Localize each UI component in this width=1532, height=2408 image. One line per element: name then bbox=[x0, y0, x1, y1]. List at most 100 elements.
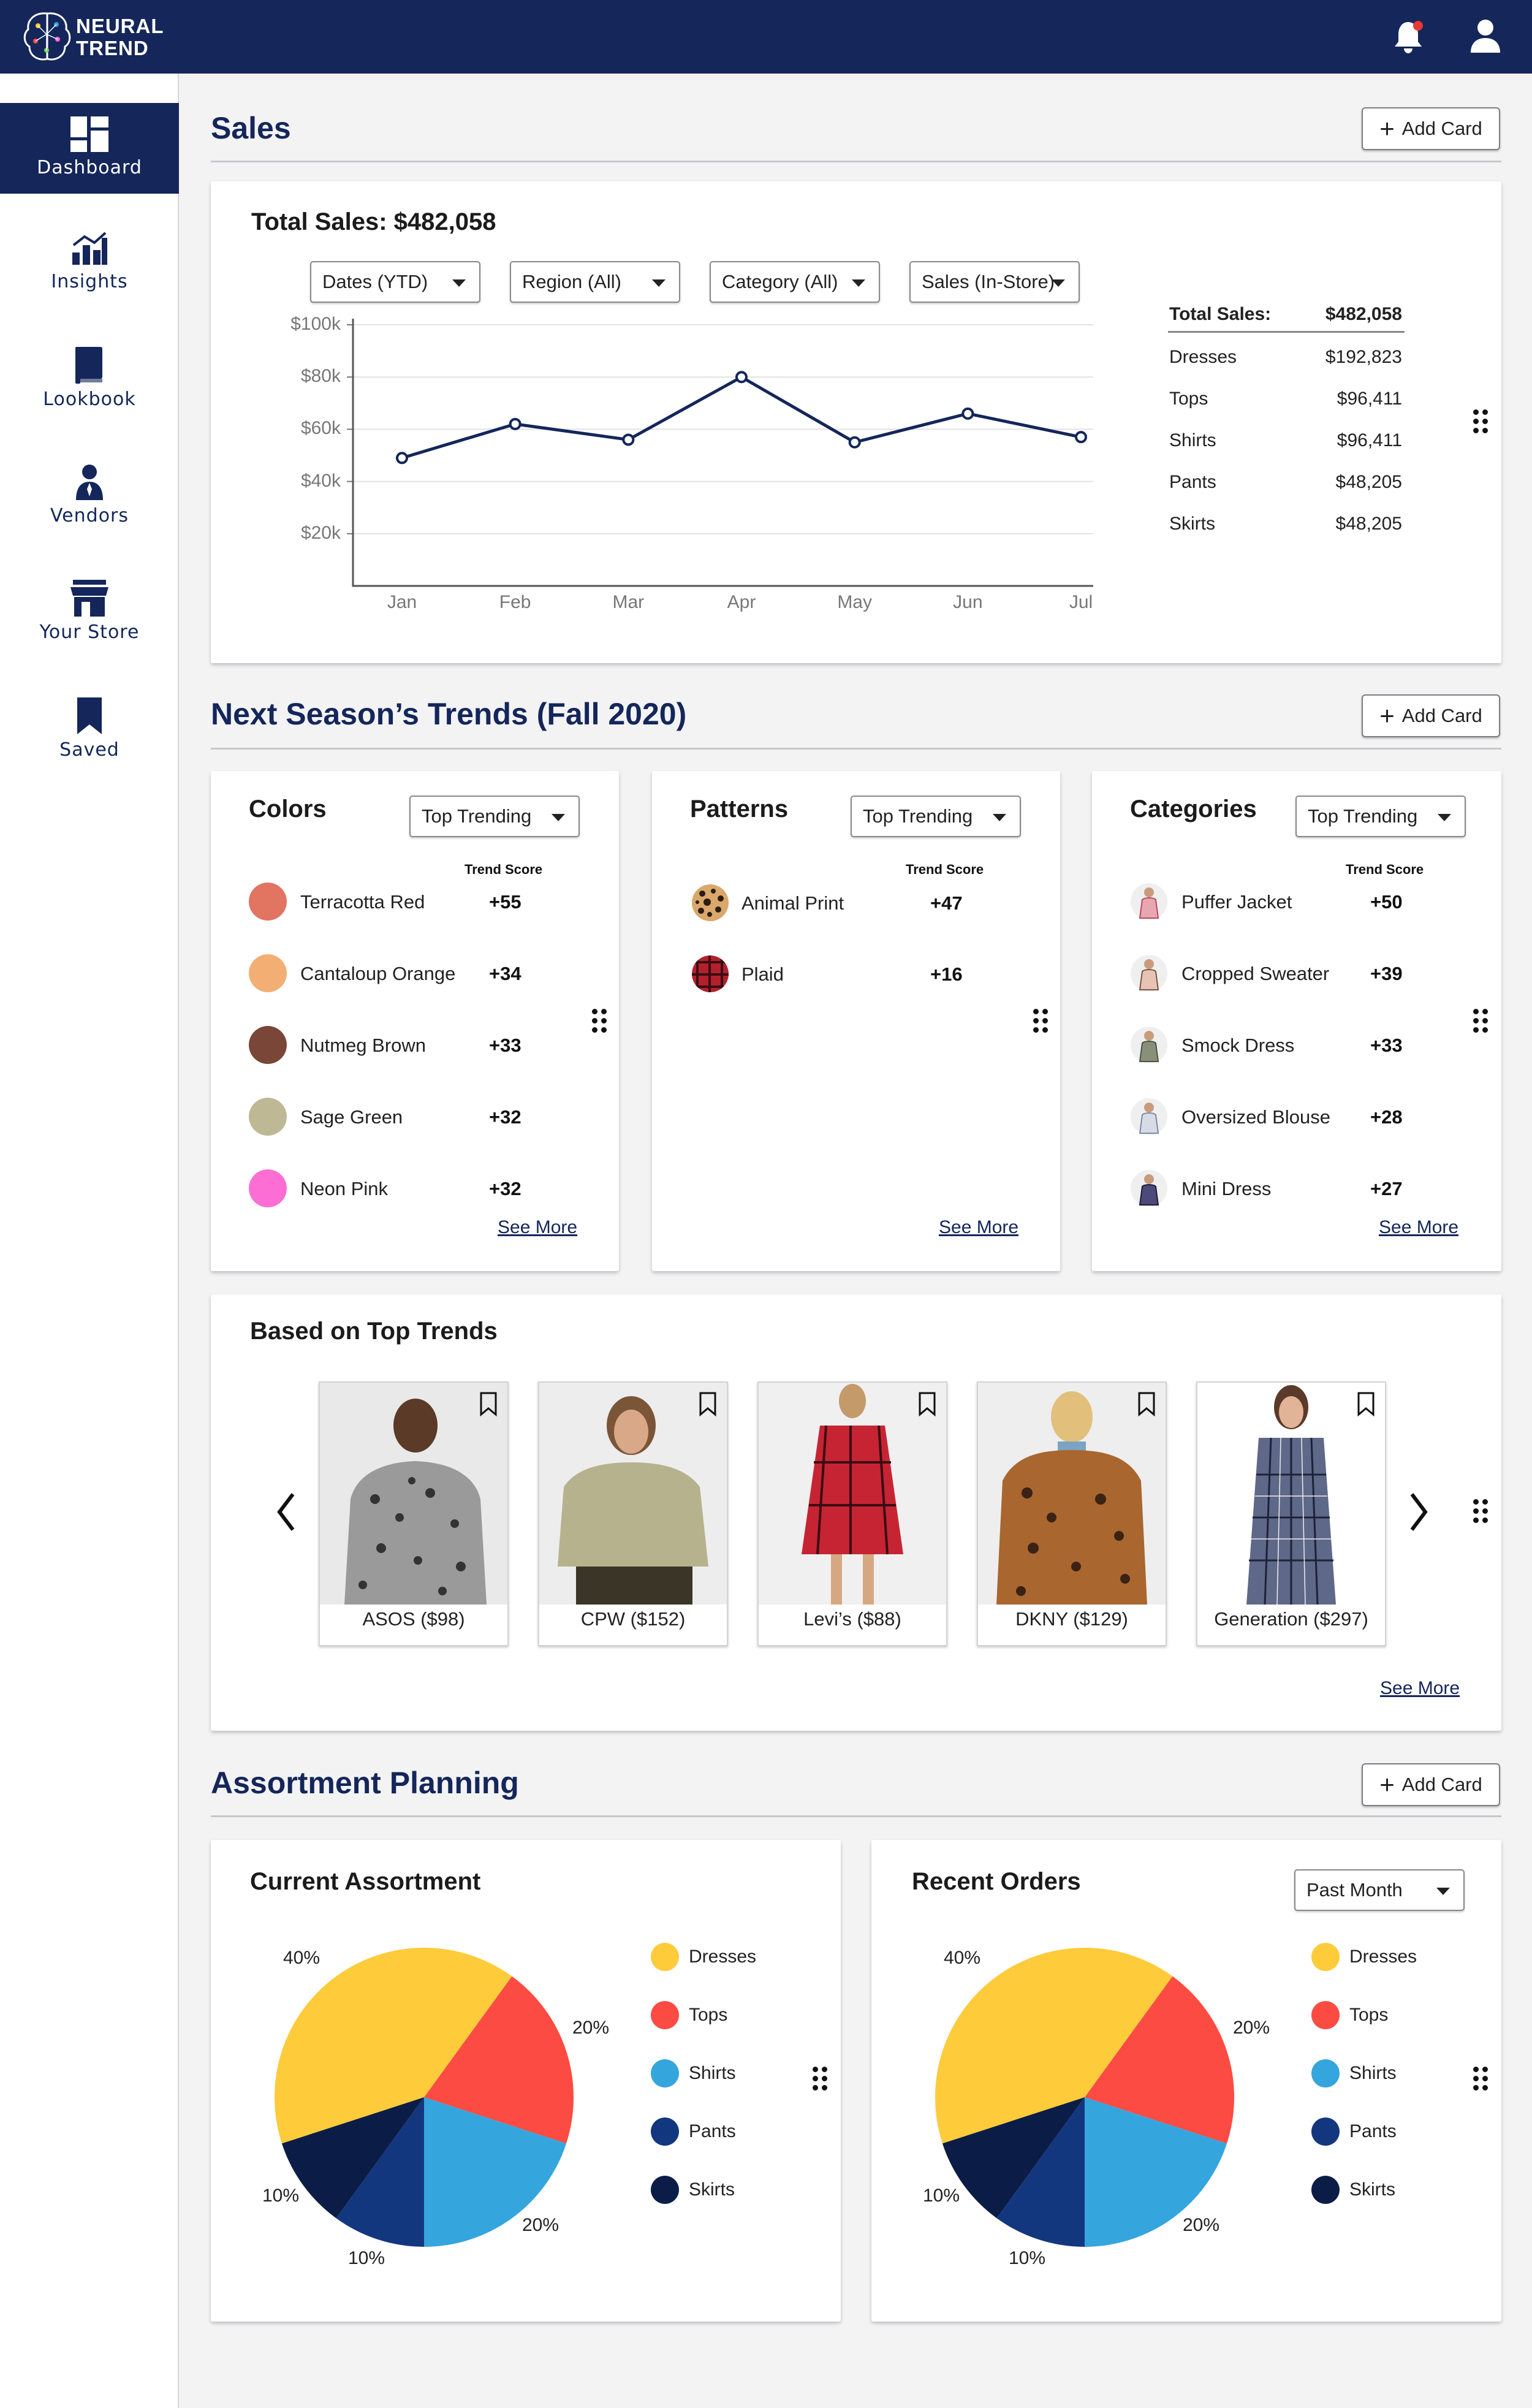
caret-down-icon bbox=[852, 279, 865, 287]
pie-slice-pants[interactable] bbox=[996, 2097, 1085, 2247]
table-row-label: Shirts bbox=[1169, 430, 1216, 450]
bookmark-outline-icon[interactable] bbox=[479, 1391, 498, 1417]
drag-handle[interactable] bbox=[813, 2067, 829, 2091]
colors-see-more-link[interactable]: See More bbox=[498, 1217, 578, 1237]
bookmark-outline-icon[interactable] bbox=[699, 1391, 717, 1417]
drag-handle[interactable] bbox=[1473, 2067, 1489, 2091]
dropdown-value: Sales (In-Store) bbox=[922, 271, 1055, 292]
sidebar-item-lookbook[interactable]: Lookbook bbox=[0, 347, 179, 439]
sidebar-item-vendors[interactable]: Vendors bbox=[0, 463, 179, 555]
x-tick-label: Feb bbox=[499, 592, 531, 612]
product-tile[interactable]: CPW ($152) bbox=[538, 1381, 728, 1646]
trend-score-header: Trend Score bbox=[1346, 862, 1424, 877]
table-row-label: Pants bbox=[1169, 472, 1216, 492]
legend-swatch bbox=[651, 2176, 679, 2204]
product-caption: ASOS ($98) bbox=[362, 1608, 465, 1630]
dropdown-value: Top Trending bbox=[422, 805, 532, 827]
data-point[interactable] bbox=[735, 371, 748, 384]
data-point[interactable] bbox=[848, 436, 861, 449]
y-tick-label: $60k bbox=[300, 418, 341, 439]
pie-percent-label: 10% bbox=[1009, 2248, 1046, 2268]
pattern-name: Animal Print bbox=[741, 892, 844, 914]
categories-sort-dropdown[interactable]: Top Trending bbox=[1295, 796, 1466, 837]
category-filter-dropdown[interactable]: Category (All) bbox=[710, 261, 880, 303]
pattern-name: Plaid bbox=[741, 963, 784, 985]
current-assortment-title: Current Assortment bbox=[250, 1868, 481, 1895]
bell-icon[interactable] bbox=[1391, 18, 1425, 55]
color-name: Cantaloup Orange bbox=[300, 963, 456, 984]
pie-slice-tops[interactable] bbox=[1085, 1976, 1234, 2144]
color-score: +55 bbox=[489, 891, 521, 913]
product-tile[interactable]: Generation ($297) bbox=[1196, 1381, 1386, 1646]
pie-slice-shirts[interactable] bbox=[1085, 2097, 1227, 2247]
bookmark-outline-icon[interactable] bbox=[1357, 1391, 1375, 1417]
dropdown-value: Top Trending bbox=[863, 805, 973, 827]
chevron-left-icon[interactable] bbox=[275, 1491, 299, 1533]
product-caption: DKNY ($129) bbox=[1015, 1608, 1128, 1630]
plus-icon: + bbox=[1379, 114, 1395, 143]
dates-filter-dropdown[interactable]: Dates (YTD) bbox=[310, 261, 480, 303]
caret-down-icon bbox=[552, 814, 565, 821]
add-card-button[interactable]: + Add Card bbox=[1362, 107, 1500, 150]
data-point[interactable] bbox=[1075, 431, 1087, 444]
legend-swatch bbox=[651, 2059, 679, 2087]
data-point[interactable] bbox=[396, 452, 408, 465]
product-tile[interactable]: DKNY ($129) bbox=[977, 1381, 1167, 1646]
brand-name-line1: NEURAL bbox=[76, 15, 164, 37]
pie-slice-skirts[interactable] bbox=[281, 2097, 424, 2219]
section-title-assortment: Assortment Planning bbox=[211, 1766, 519, 1800]
drag-handle[interactable] bbox=[1033, 1009, 1049, 1033]
pie-slice-shirts[interactable] bbox=[424, 2097, 567, 2247]
add-card-button[interactable]: + Add Card bbox=[1362, 694, 1500, 737]
pie-slice-dresses[interactable] bbox=[935, 1948, 1173, 2144]
y-tick-label: $80k bbox=[300, 366, 341, 387]
top-trends-see-more-link[interactable]: See More bbox=[1380, 1678, 1460, 1698]
sidebar-item-saved[interactable]: Saved bbox=[0, 697, 179, 789]
pie-percent-label: 40% bbox=[283, 1948, 320, 1968]
sidebar-item-insights[interactable]: Insights bbox=[0, 230, 179, 322]
pie-slice-pants[interactable] bbox=[336, 2097, 424, 2247]
patterns-see-more-link[interactable]: See More bbox=[939, 1217, 1019, 1237]
table-row-value: $96,411 bbox=[1337, 430, 1402, 450]
chevron-right-icon[interactable] bbox=[1406, 1491, 1430, 1533]
pie-slice-tops[interactable] bbox=[424, 1976, 574, 2144]
data-point[interactable] bbox=[622, 433, 635, 446]
drag-handle[interactable] bbox=[1473, 409, 1489, 434]
legend-swatch bbox=[1311, 1943, 1340, 1971]
caret-down-icon bbox=[452, 279, 466, 287]
sidebar-item-dashboard[interactable]: Dashboard bbox=[0, 103, 179, 194]
drag-handle[interactable] bbox=[1473, 1499, 1489, 1524]
oversized-blouse-thumb bbox=[1131, 1098, 1167, 1135]
bookmark-outline-icon[interactable] bbox=[918, 1391, 936, 1417]
category-name: Smock Dress bbox=[1181, 1035, 1295, 1056]
color-swatch bbox=[249, 1098, 287, 1136]
color-swatch bbox=[249, 1169, 287, 1207]
puffer-jacket-thumb bbox=[1131, 883, 1167, 920]
region-filter-dropdown[interactable]: Region (All) bbox=[510, 261, 680, 303]
color-swatch bbox=[249, 954, 287, 992]
user-icon[interactable] bbox=[1468, 18, 1503, 54]
recent-orders-card: Recent Orders Past Month 40% 20% 20% 10% 10%… bbox=[871, 1840, 1501, 2322]
pie-slice-dresses[interactable] bbox=[275, 1948, 512, 2144]
pie-slice-skirts[interactable] bbox=[942, 2097, 1085, 2219]
product-tile[interactable]: Levi’s ($88) bbox=[757, 1381, 947, 1646]
data-point[interactable] bbox=[509, 417, 521, 430]
categories-card-title: Categories bbox=[1130, 796, 1257, 822]
data-point[interactable] bbox=[961, 407, 974, 420]
drag-handle[interactable] bbox=[592, 1009, 608, 1033]
colors-sort-dropdown[interactable]: Top Trending bbox=[409, 796, 580, 837]
orders-period-dropdown[interactable]: Past Month bbox=[1294, 1869, 1465, 1911]
plaid-pattern-icon bbox=[692, 955, 729, 992]
patterns-sort-dropdown[interactable]: Top Trending bbox=[851, 796, 1021, 837]
add-card-button[interactable]: + Add Card bbox=[1362, 1763, 1500, 1806]
drag-handle[interactable] bbox=[1473, 1009, 1489, 1033]
product-tile[interactable]: ASOS ($98) bbox=[319, 1381, 509, 1646]
legend-label: Shirts bbox=[689, 2063, 736, 2083]
categories-see-more-link[interactable]: See More bbox=[1379, 1217, 1459, 1237]
bookmark-outline-icon[interactable] bbox=[1137, 1391, 1156, 1417]
sales-type-filter-dropdown[interactable]: Sales (In-Store) bbox=[909, 261, 1080, 303]
sidebar-item-your-store[interactable]: Your Store bbox=[0, 580, 179, 672]
brand-name[interactable]: NEURAL TREND bbox=[76, 15, 164, 59]
colors-trend-card: Colors Top Trending Trend Score Terracot… bbox=[211, 771, 619, 1271]
legend-label: Pants bbox=[689, 2121, 736, 2141]
